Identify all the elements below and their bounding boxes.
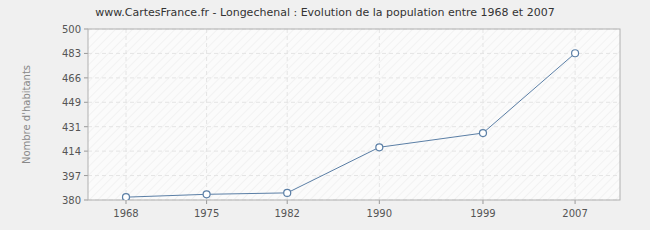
tick-label: 1975 bbox=[194, 208, 219, 219]
background bbox=[0, 0, 650, 230]
marker bbox=[123, 194, 130, 200]
tick-mark bbox=[287, 200, 288, 204]
tick-label: 397 bbox=[62, 171, 81, 182]
tick-mark bbox=[575, 200, 576, 204]
tick-label: 483 bbox=[62, 48, 81, 59]
tick-mark bbox=[84, 53, 88, 54]
tick-label: 2007 bbox=[562, 208, 587, 219]
grid-line bbox=[88, 77, 620, 78]
tick-label: 449 bbox=[62, 97, 81, 108]
plot-area bbox=[88, 29, 620, 200]
tick-label: 1982 bbox=[274, 208, 299, 219]
grid-line bbox=[482, 29, 483, 200]
tick-mark bbox=[379, 200, 380, 204]
series bbox=[123, 50, 579, 200]
tick-label: 1999 bbox=[470, 208, 495, 219]
grid-line bbox=[88, 175, 620, 176]
tick-mark bbox=[206, 200, 207, 204]
marker bbox=[479, 130, 486, 137]
tick-label: 466 bbox=[62, 73, 81, 84]
tick-label: 380 bbox=[62, 195, 81, 206]
marker bbox=[284, 189, 291, 196]
tick-mark bbox=[84, 151, 88, 152]
tick-label: 1968 bbox=[113, 208, 138, 219]
line bbox=[126, 53, 575, 197]
y-axis-label: Nombre d'habitants bbox=[21, 65, 32, 164]
grid-line bbox=[126, 29, 127, 200]
tick-mark bbox=[84, 200, 88, 201]
grid-line bbox=[287, 29, 288, 200]
plot-frame bbox=[88, 29, 620, 200]
grid-line bbox=[379, 29, 380, 200]
marker bbox=[572, 50, 579, 57]
tick-label: 414 bbox=[62, 146, 81, 157]
chart: www.CartesFrance.fr - Longechenal : Evol… bbox=[0, 0, 650, 230]
grid-line bbox=[88, 53, 620, 54]
title: www.CartesFrance.fr - Longechenal : Evol… bbox=[95, 6, 554, 19]
tick-label: 500 bbox=[62, 24, 81, 35]
marker bbox=[376, 144, 383, 151]
grid-line bbox=[88, 151, 620, 152]
tick-mark bbox=[482, 200, 483, 204]
grid-line bbox=[88, 102, 620, 103]
tick-mark bbox=[84, 126, 88, 127]
tick-mark bbox=[84, 29, 88, 30]
tick-mark bbox=[126, 200, 127, 204]
tick-mark bbox=[84, 102, 88, 103]
tick-label: 1990 bbox=[367, 208, 392, 219]
marker bbox=[203, 191, 210, 198]
tick-mark bbox=[84, 175, 88, 176]
grid-line bbox=[88, 126, 620, 127]
grid-line bbox=[206, 29, 207, 200]
tick-label: 431 bbox=[62, 122, 81, 133]
tick-mark bbox=[84, 77, 88, 78]
